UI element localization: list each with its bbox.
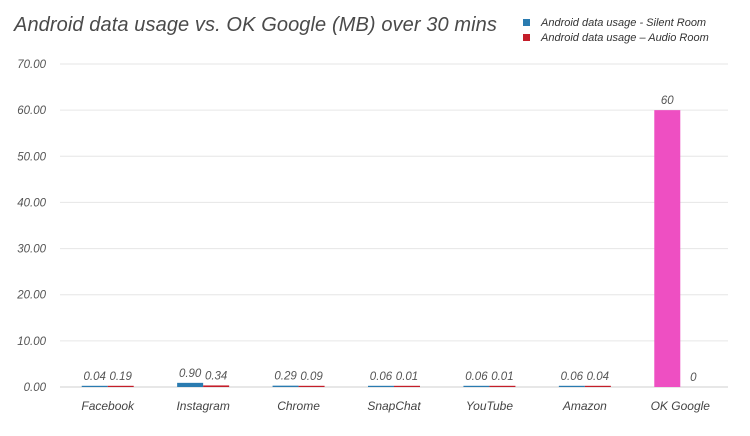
y-tick-label: 50.00 <box>17 151 46 163</box>
y-tick-label: 60.00 <box>17 105 46 117</box>
legend-swatch-silent-room <box>523 19 530 26</box>
y-tick-label: 30.00 <box>17 244 46 256</box>
data-label: 0.04 <box>84 371 106 383</box>
bar <box>272 385 299 387</box>
bar <box>584 385 611 387</box>
y-tick-label: 40.00 <box>17 197 46 209</box>
data-label: 0.29 <box>274 371 297 383</box>
chart-title: Android data usage vs. OK Google (MB) ov… <box>14 14 498 36</box>
y-tick-label: 10.00 <box>17 336 46 348</box>
bar <box>558 385 585 387</box>
bar <box>81 385 108 387</box>
bar <box>463 385 490 387</box>
bar <box>654 110 681 388</box>
data-label: 0.06 <box>465 371 488 383</box>
x-tick-label: YouTube <box>466 399 513 413</box>
data-label: 60 <box>661 95 674 107</box>
data-label: 0.06 <box>561 371 584 383</box>
bar <box>107 385 134 387</box>
y-tick-label: 70.00 <box>17 59 46 71</box>
data-label: 0.06 <box>370 371 393 383</box>
y-tick-label: 20.00 <box>16 290 46 302</box>
bar <box>368 385 394 387</box>
data-label: 0.01 <box>491 371 513 383</box>
x-tick-label: Instagram <box>176 399 229 413</box>
x-tick-label: SnapChat <box>367 399 421 413</box>
bar <box>177 382 204 387</box>
x-tick-label: OK Google <box>651 399 711 413</box>
legend-swatch-audio-room <box>523 34 530 41</box>
y-tick-label: 0.00 <box>24 382 47 394</box>
data-label: 0.09 <box>300 371 323 383</box>
x-tick-label: Chrome <box>277 399 320 413</box>
legend-label-audio-room: Android data usage – Audio Room <box>541 31 709 44</box>
data-label: 0.01 <box>396 371 418 383</box>
chart-legend: Android data usage - Silent Room Android… <box>523 15 709 45</box>
data-label: 0.90 <box>179 368 202 380</box>
legend-item-audio-room: Android data usage – Audio Room <box>523 30 709 45</box>
x-tick-label: Amazon <box>562 399 607 413</box>
legend-label-silent-room: Android data usage - Silent Room <box>541 16 707 29</box>
bar <box>203 385 230 387</box>
bar <box>394 385 420 387</box>
bar <box>298 385 325 387</box>
data-label: 0.04 <box>587 371 609 383</box>
legend-item-silent-room: Android data usage - Silent Room <box>523 15 709 30</box>
x-tick-label: Facebook <box>81 399 135 413</box>
data-label: 0.34 <box>205 370 227 382</box>
bar <box>489 385 516 387</box>
data-label: 0.19 <box>110 371 133 383</box>
data-label: 0 <box>690 372 697 384</box>
